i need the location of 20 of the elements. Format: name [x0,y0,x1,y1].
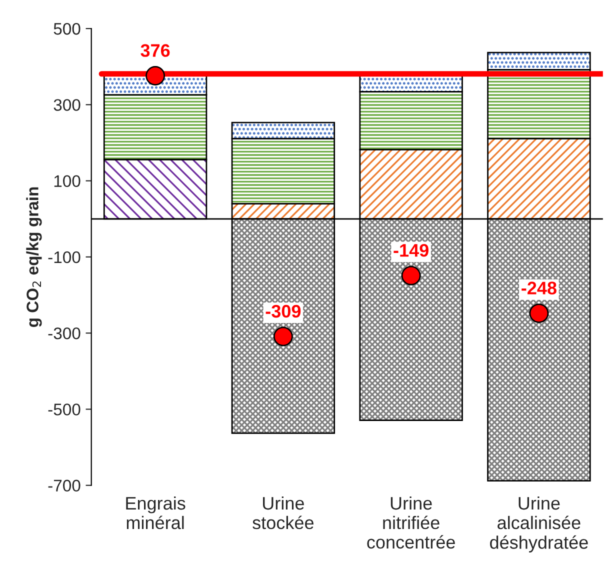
point [273,326,293,346]
y-tick-label: -100 [48,251,80,264]
y-tick-label: 500 [54,22,80,35]
data-label: -248 [522,282,556,294]
data-label: -309 [266,304,301,318]
y-tick-label: 100 [54,175,80,188]
point [146,66,166,86]
point [401,266,421,286]
x-tick-label: Urine alcalinisée déshydratée [490,496,588,552]
x-tick-label: Engrais minéral [126,496,186,530]
point [529,304,549,324]
y-tick-label: -500 [48,404,80,416]
data-label: -149 [394,244,428,257]
data-label: 376 [140,44,170,57]
y-tick-label: -700 [48,480,80,492]
y-axis-title: g CO$_{2}$ eq/kg grain [26,187,42,328]
x-tick-label: Urine stockée [252,496,314,530]
y-tick-label: -300 [48,327,80,340]
y-tick-label: 300 [54,99,80,111]
x-tick-label: Urine nitrifiée concentrée [367,496,455,549]
